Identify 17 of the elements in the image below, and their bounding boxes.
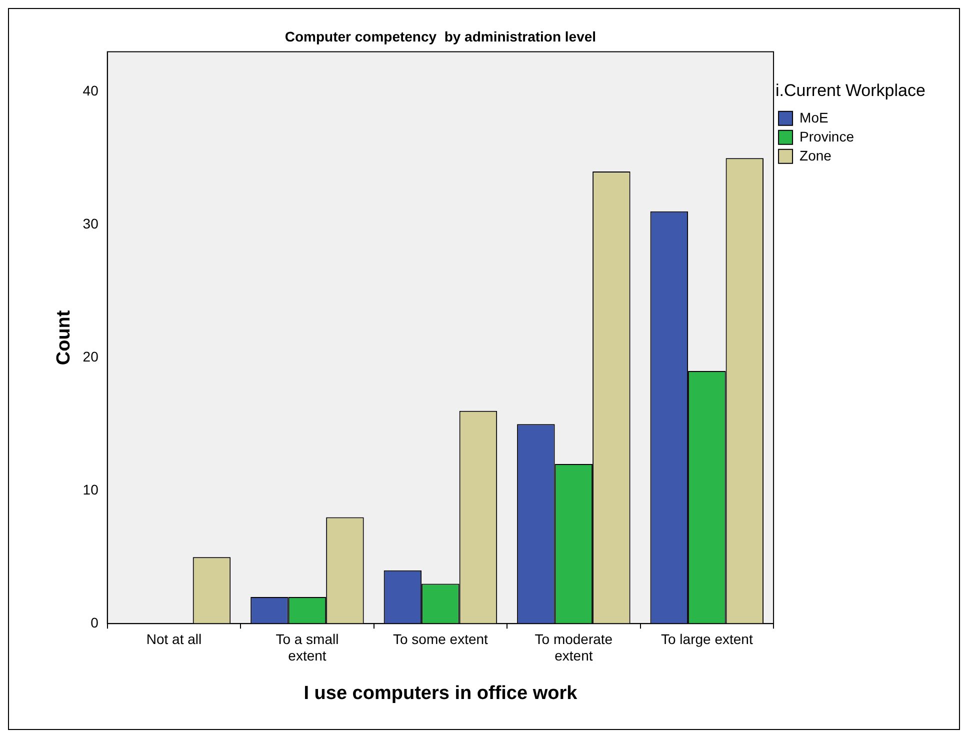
legend-label: MoE [800, 109, 828, 126]
x-axis-title: I use computers in office work [304, 682, 578, 704]
y-tick-label: 40 [82, 82, 99, 99]
legend-label: Province [800, 128, 854, 144]
chart-title: Computer competency by administration level [284, 28, 596, 44]
x-tick-label: To a small extent [276, 630, 339, 664]
y-tick-label: 20 [82, 348, 99, 365]
y-tick-label: 0 [90, 614, 99, 630]
y-axis-title: Count [54, 310, 75, 366]
legend-title: i.Current Workplace [776, 81, 926, 101]
x-tick-label: To large extent [660, 630, 753, 647]
y-tick-label: 10 [82, 481, 99, 498]
y-tick-label: 30 [82, 216, 99, 232]
x-tick-label: To moderate extent [534, 630, 613, 664]
legend-label: Zone [800, 147, 832, 164]
x-tick-label: To some extent [392, 630, 488, 647]
x-tick-label: Not at all [146, 630, 202, 647]
